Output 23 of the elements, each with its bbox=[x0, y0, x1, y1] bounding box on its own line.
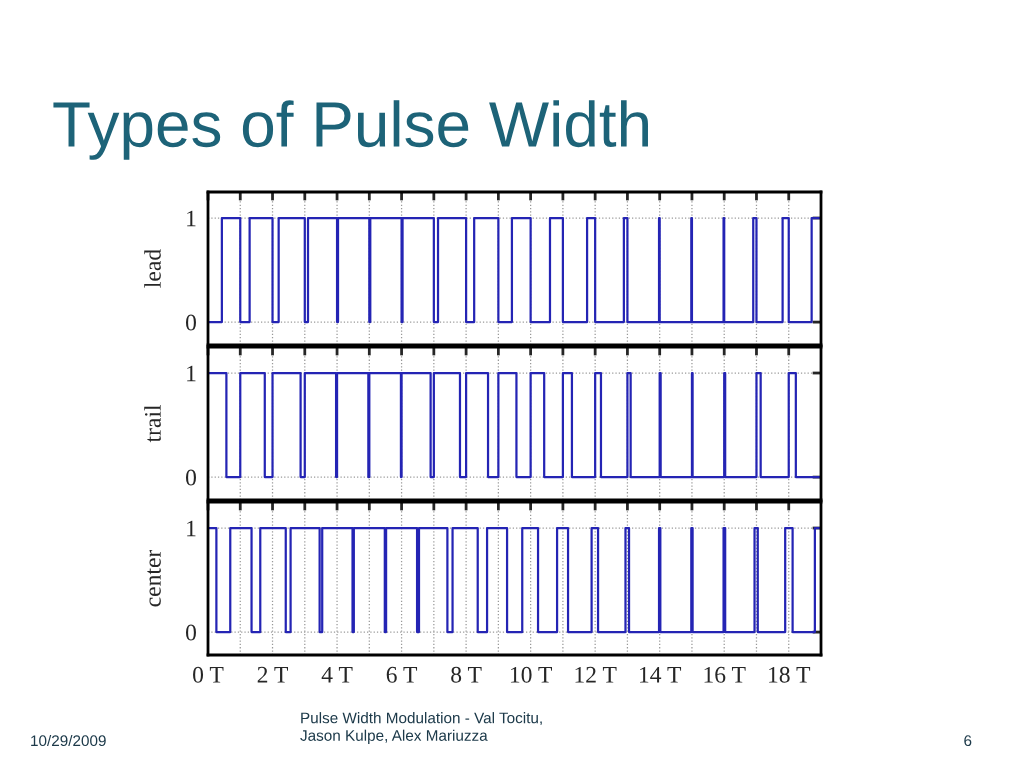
x-tick-label: 14 T bbox=[640, 666, 682, 683]
y-axis-title: center bbox=[147, 549, 161, 607]
x-tick-label: 0 T bbox=[193, 666, 224, 683]
y-axis-title: trail bbox=[144, 404, 161, 443]
x-tick-label: 18 T bbox=[769, 666, 811, 683]
y-tick-label: 1 bbox=[187, 210, 196, 227]
text: 10/29/2009 bbox=[31, 734, 106, 747]
y-tick-label: 1 bbox=[187, 365, 196, 382]
x-tick-label: 6 T bbox=[386, 666, 418, 683]
y-tick-label: 0 bbox=[185, 624, 196, 641]
y-tick-label: 0 bbox=[185, 469, 196, 486]
y-tick-label: 0 bbox=[185, 314, 196, 331]
x-tick-label: 8 T bbox=[451, 666, 482, 683]
x-tick-label: 2 T bbox=[257, 666, 288, 683]
text: Pulse Width Modulation - Val Tocitu, Jason Kulpe, Alex Mariuzza bbox=[300, 712, 542, 744]
x-tick-label: 4 T bbox=[321, 666, 353, 683]
chart-title: Types of Pulse Width bbox=[53, 100, 648, 160]
x-tick-label: 12 T bbox=[575, 666, 617, 683]
y-axis-title: lead bbox=[144, 249, 161, 288]
x-tick-label: 16 T bbox=[704, 666, 746, 683]
text: 6 bbox=[964, 735, 972, 747]
y-tick-label: 1 bbox=[187, 520, 196, 537]
x-tick-label: 10 T bbox=[510, 666, 552, 683]
